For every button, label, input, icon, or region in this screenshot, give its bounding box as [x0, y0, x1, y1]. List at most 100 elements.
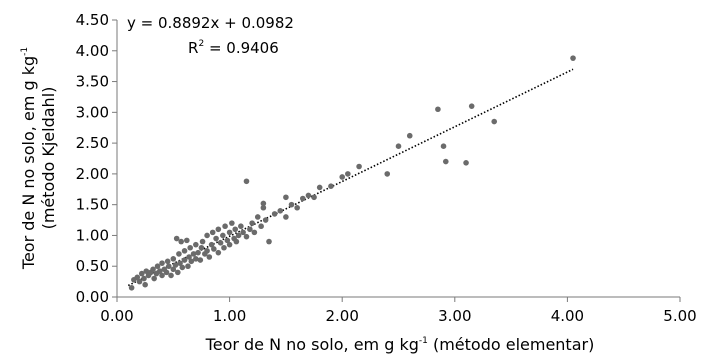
- data-point: [175, 269, 181, 276]
- data-point: [215, 249, 222, 256]
- data-point: [184, 237, 190, 244]
- data-point: [217, 240, 224, 246]
- data-point: [328, 183, 334, 189]
- data-point: [249, 220, 255, 226]
- x-ticks: 0.00 1.00 2.00 3.00 4.00 5.00: [100, 297, 697, 325]
- y-axis-title-line1: Teor de N no solo, em g kg-1: [19, 47, 38, 270]
- data-point: [156, 268, 163, 274]
- data-point: [168, 272, 174, 279]
- data-point: [215, 226, 222, 233]
- data-point: [154, 263, 161, 270]
- data-point: [195, 249, 201, 256]
- data-point: [266, 238, 272, 245]
- data-point: [204, 248, 210, 254]
- data-point: [224, 237, 231, 244]
- data-point: [463, 160, 469, 166]
- data-point: [163, 269, 170, 276]
- data-point: [260, 200, 267, 207]
- data-point: [186, 254, 192, 260]
- y-tick-label: 0.00: [76, 288, 109, 306]
- trendline-equation: y = 0.8892x + 0.0982: [127, 14, 294, 32]
- data-point: [213, 235, 219, 242]
- data-point: [136, 278, 143, 285]
- data-point: [226, 229, 233, 236]
- data-point: [143, 268, 150, 274]
- x-axis-title: Teor de N no solo, em g kg-1 (método ele…: [205, 335, 595, 354]
- data-point: [283, 214, 289, 220]
- data-point: [187, 244, 193, 251]
- data-point: [170, 256, 177, 262]
- y-axis-title-line2: (método Kjeldahl): [39, 87, 58, 230]
- y-tick-label: 0.50: [76, 257, 109, 275]
- data-point: [570, 55, 576, 61]
- r-squared-r: R: [188, 39, 198, 57]
- x-tick-label: 5.00: [663, 307, 696, 325]
- y-tick-label: 4.50: [76, 11, 109, 29]
- data-point: [277, 208, 284, 214]
- data-point: [222, 223, 228, 230]
- y-axis-title-main: Teor de N no solo, em g kg: [19, 56, 38, 270]
- x-tick-label: 0.00: [100, 307, 133, 325]
- data-point: [177, 260, 183, 266]
- data-point: [316, 184, 323, 191]
- data-point: [138, 270, 145, 277]
- data-point: [221, 244, 227, 251]
- data-point: [199, 238, 206, 245]
- data-points: [128, 55, 576, 291]
- data-point: [165, 263, 172, 270]
- data-point: [233, 238, 240, 245]
- x-axis-title-main: Teor de N no solo, em g kg: [205, 335, 419, 354]
- data-point: [159, 260, 165, 266]
- y-tick-label: 2.50: [76, 134, 109, 152]
- data-point: [159, 272, 165, 279]
- data-point: [176, 251, 182, 257]
- data-point: [435, 106, 441, 113]
- data-point: [243, 178, 250, 185]
- data-point: [440, 143, 447, 149]
- x-tick-label: 2.00: [325, 307, 358, 325]
- x-tick-label: 4.00: [551, 307, 584, 325]
- data-point: [141, 275, 147, 282]
- data-point: [190, 251, 197, 257]
- data-point: [193, 256, 199, 262]
- r-squared-value: = 0.9406: [204, 39, 279, 57]
- data-point: [345, 171, 351, 177]
- data-point: [262, 217, 269, 223]
- data-point: [193, 241, 199, 248]
- data-point: [339, 174, 346, 180]
- data-point: [305, 192, 312, 199]
- data-point: [260, 204, 267, 211]
- data-point: [299, 195, 306, 202]
- data-point: [238, 223, 244, 230]
- data-point: [134, 274, 141, 281]
- data-point: [243, 233, 250, 240]
- x-tick-label: 3.00: [438, 307, 471, 325]
- y-tick-label: 1.00: [76, 226, 109, 244]
- data-point: [185, 263, 191, 270]
- data-point: [311, 194, 317, 201]
- data-point: [247, 226, 253, 233]
- data-point: [240, 229, 246, 236]
- r-squared-label: R2 = 0.9406: [188, 39, 279, 57]
- data-point: [198, 244, 205, 251]
- data-point: [406, 132, 413, 139]
- data-point: [254, 214, 261, 220]
- data-point: [206, 254, 213, 260]
- data-point: [172, 262, 179, 268]
- data-point: [226, 241, 233, 248]
- y-tick-label: 4.00: [76, 42, 109, 60]
- data-point: [442, 158, 449, 165]
- data-point: [229, 220, 235, 226]
- data-point: [395, 143, 402, 149]
- data-point: [151, 275, 157, 282]
- data-point: [170, 266, 177, 273]
- data-point: [197, 257, 204, 263]
- y-tick-label: 1.50: [76, 196, 109, 214]
- data-point: [258, 223, 264, 230]
- data-point: [384, 171, 391, 177]
- y-tick-label: 3.00: [76, 103, 109, 121]
- y-tick-label: 3.50: [76, 73, 109, 91]
- data-point: [294, 204, 300, 211]
- r-squared-sup: 2: [198, 39, 204, 49]
